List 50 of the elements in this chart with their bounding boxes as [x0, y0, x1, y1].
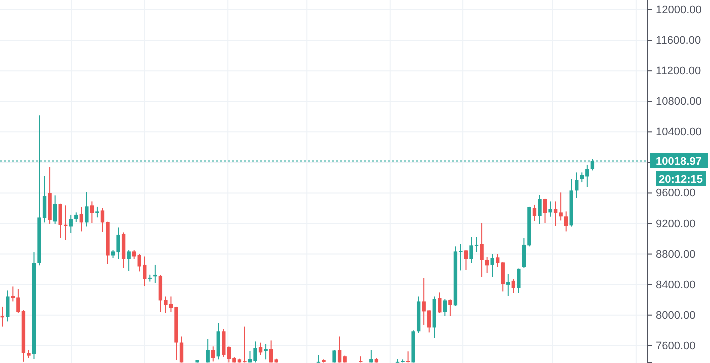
candlestick: [532, 204, 537, 222]
candlestick: [575, 172, 579, 199]
y-tick-label: 7600.00: [656, 340, 696, 352]
candlestick: [464, 250, 468, 271]
candlestick: [80, 206, 84, 232]
y-tick-label: 10800.00: [656, 96, 702, 108]
candlestick: [443, 298, 448, 317]
candlestick: [448, 299, 452, 317]
y-tick-label: 8000.00: [656, 310, 696, 322]
candlestick: [212, 346, 216, 362]
candlestick: [206, 338, 210, 363]
y-tick-label: 9600.00: [656, 188, 696, 200]
y-tick-label: 11600.00: [656, 35, 702, 48]
y-tick-label: 8800.00: [656, 248, 696, 261]
candlestick: [316, 354, 321, 363]
candlestick: [548, 201, 552, 218]
y-tick-label: 8400.00: [656, 279, 696, 292]
candlestick: [370, 350, 374, 363]
y-tick-label: 9200.00: [656, 218, 696, 230]
candlestick: [264, 344, 268, 360]
candlestick: [96, 206, 100, 218]
candlestick: [90, 201, 94, 224]
candlestick: [6, 290, 10, 322]
candlestick: [154, 264, 158, 284]
candlestick: [490, 253, 494, 278]
candlestick: [127, 250, 131, 272]
candlestick: [58, 203, 62, 239]
candlestick: [180, 336, 184, 363]
candlestick: [538, 194, 542, 224]
candlestick: [496, 254, 500, 268]
candlestick: [501, 262, 505, 292]
candlestick: [480, 222, 484, 278]
candlestick: [85, 192, 89, 228]
candlestick: [564, 211, 568, 232]
candlestick: [543, 198, 548, 224]
y-tick-label: 12000.00: [656, 4, 702, 17]
candlestick: [438, 292, 442, 314]
candlestick: [53, 195, 58, 224]
candlestick: [506, 274, 510, 297]
y-tick-label: 10400.00: [656, 126, 702, 139]
candlestick: [100, 208, 105, 233]
ref-line-label: 10018.97: [656, 156, 702, 168]
candlestick: [222, 328, 226, 358]
candlestick: [69, 214, 73, 234]
candlestick: [485, 256, 490, 274]
candlestick: [517, 268, 521, 294]
candlestick: [74, 212, 78, 223]
candlestick: [512, 278, 516, 294]
text: 20:12:15: [658, 174, 704, 186]
y-tick-label: 11200.00: [656, 66, 702, 78]
